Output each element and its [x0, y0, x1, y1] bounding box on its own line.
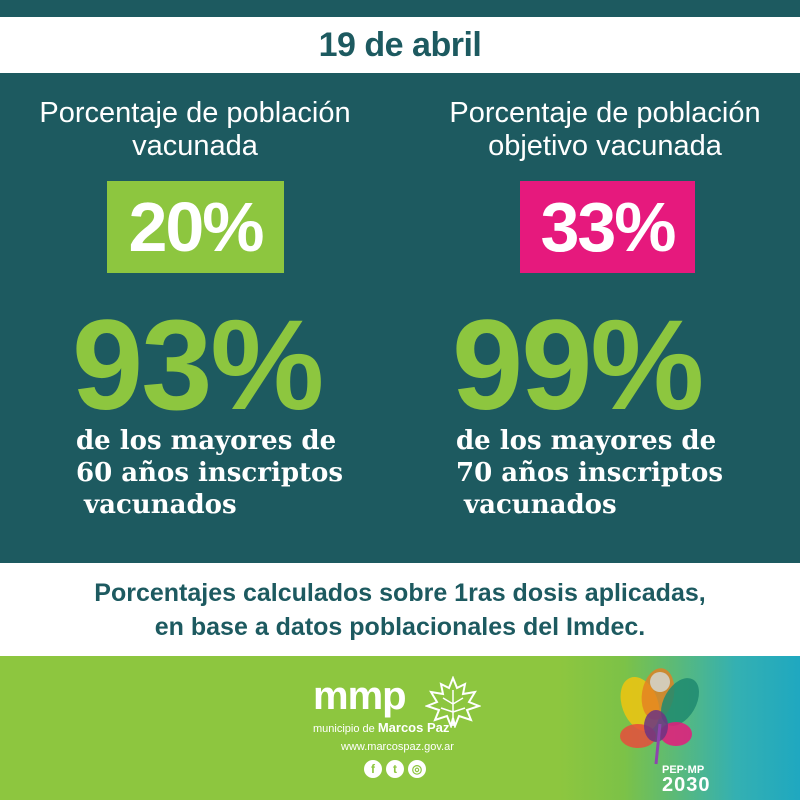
- twitter-icon[interactable]: t: [386, 760, 404, 778]
- left-desc-line2: 60 años inscriptos: [76, 458, 344, 488]
- left-column: Porcentaje de población vacunada 20% 93%…: [0, 73, 400, 563]
- website-url[interactable]: www.marcospaz.gov.ar: [341, 741, 454, 753]
- over-60-percentage: 93%: [72, 294, 324, 437]
- instagram-icon[interactable]: ◎: [408, 760, 426, 778]
- leaf-icon: [425, 676, 481, 728]
- right-desc-line2: 70 años inscriptos: [456, 458, 724, 488]
- municipio-name: municipio de Marcos Paz: [313, 720, 483, 735]
- right-desc-line3: vacunados: [464, 490, 617, 520]
- right-title-line2: objetivo vacunada: [488, 130, 722, 162]
- date-text: 19 de abril: [318, 25, 482, 64]
- over-70-description: de los mayores de 70 años inscriptos vac…: [456, 425, 723, 521]
- facebook-icon[interactable]: f: [364, 760, 382, 778]
- municipio-logo: mmp municipio de Marcos Paz www.marcospa…: [313, 676, 483, 753]
- right-column: Porcentaje de población objetivo vacunad…: [400, 73, 800, 563]
- note-line1: Porcentajes calculados sobre 1ras dosis …: [94, 578, 706, 607]
- right-desc-line1: de los mayores de: [456, 426, 717, 456]
- target-population-vaccinated-badge: 33%: [520, 181, 695, 273]
- left-desc-line3: vacunados: [84, 490, 237, 520]
- social-links: f t ◎: [364, 760, 426, 778]
- left-title-line2: vacunada: [132, 130, 258, 162]
- right-title-line1: Porcentaje de población: [449, 97, 761, 129]
- left-title-line1: Porcentaje de población: [39, 97, 351, 129]
- methodology-note: Porcentajes calculados sobre 1ras dosis …: [0, 563, 800, 656]
- note-line2: en base a datos poblacionales del Imdec.: [154, 612, 646, 641]
- left-desc-line1: de los mayores de: [76, 426, 337, 456]
- municipio-prefix: municipio de: [313, 723, 375, 735]
- over-70-percentage: 99%: [452, 294, 704, 437]
- pep-mp-2030-logo: [620, 668, 699, 765]
- stats-panel: Porcentaje de población vacunada 20% 93%…: [0, 73, 800, 563]
- right-title: Porcentaje de población objetivo vacunad…: [410, 97, 800, 163]
- population-vaccinated-badge: 20%: [107, 181, 284, 273]
- top-strip: [0, 0, 800, 17]
- date-banner: 19 de abril: [0, 17, 800, 73]
- pep-year: 2030: [662, 774, 711, 796]
- over-60-description: de los mayores de 60 años inscriptos vac…: [76, 425, 343, 521]
- logo-mmp-text: mmp: [313, 674, 407, 718]
- left-title: Porcentaje de población vacunada: [0, 97, 390, 163]
- footer: mmp municipio de Marcos Paz www.marcospa…: [0, 656, 800, 800]
- pep-mp-label: PEP·MP: [662, 764, 705, 776]
- municipio-city: Marcos Paz: [377, 720, 450, 735]
